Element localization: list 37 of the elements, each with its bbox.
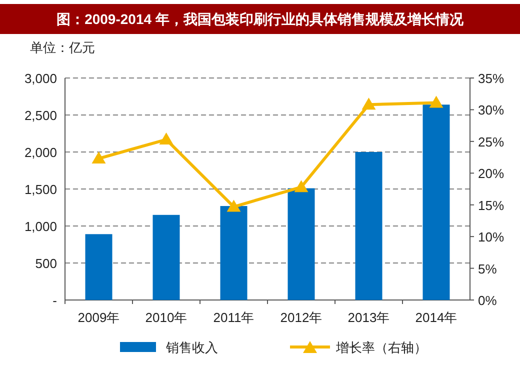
y2-tick-label: 35% bbox=[478, 71, 504, 86]
x-tick-label: 2014年 bbox=[415, 310, 458, 325]
y-tick-label: 2,000 bbox=[24, 145, 57, 160]
y-tick-label: 500 bbox=[35, 256, 57, 271]
y2-tick-label: 15% bbox=[478, 198, 504, 213]
x-tick-label: 2011年 bbox=[213, 310, 254, 325]
bar bbox=[152, 214, 180, 300]
x-tick-label: 2013年 bbox=[348, 310, 390, 325]
y-tick-label: 2,500 bbox=[24, 108, 57, 123]
point bbox=[226, 200, 241, 212]
chart-title: 图：2009-2014 年，我国包装印刷行业的具体销售规模及增长情况 bbox=[56, 11, 464, 27]
x-tick-label: 2012年 bbox=[280, 310, 322, 325]
point bbox=[429, 96, 444, 108]
y2-tick-label: 0% bbox=[478, 293, 498, 308]
bar bbox=[220, 206, 248, 300]
x-tick-label: 2010年 bbox=[145, 310, 188, 325]
point bbox=[92, 152, 106, 164]
legend-label: 增长率（右轴） bbox=[335, 340, 427, 355]
y-tick-label: 1,500 bbox=[24, 182, 57, 197]
legend-label: 销售收入 bbox=[165, 340, 218, 355]
bar bbox=[422, 104, 450, 300]
y2-tick-label: 10% bbox=[478, 230, 504, 245]
bar bbox=[85, 234, 112, 300]
y-tick-label: 3,000 bbox=[24, 71, 57, 86]
bar bbox=[355, 152, 382, 300]
point bbox=[362, 98, 376, 110]
point bbox=[294, 180, 308, 192]
y2-tick-label: 5% bbox=[478, 261, 498, 276]
bar bbox=[288, 188, 315, 300]
y-tick-label: - bbox=[52, 293, 57, 308]
y-axis-title: 单位：亿元 bbox=[30, 40, 95, 55]
y2-tick-label: 30% bbox=[478, 102, 504, 118]
y-tick-label: 1,000 bbox=[24, 219, 57, 234]
y2-tick-label: 25% bbox=[478, 134, 504, 150]
x-tick-label: 2009年 bbox=[78, 310, 120, 325]
point bbox=[159, 132, 174, 145]
y2-tick-label: 20% bbox=[478, 166, 504, 182]
